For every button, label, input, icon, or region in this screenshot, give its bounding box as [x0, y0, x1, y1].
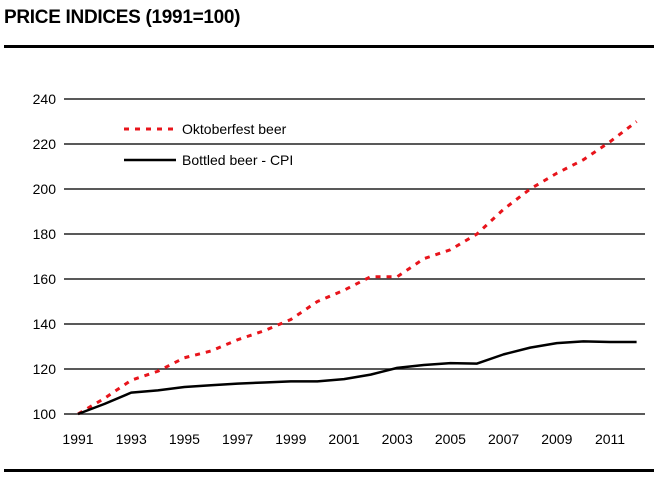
- x-tick-label: 1999: [275, 431, 306, 447]
- x-tick-label: 1993: [116, 431, 147, 447]
- x-tick-label: 2003: [382, 431, 413, 447]
- y-tick-label: 240: [33, 91, 57, 107]
- top-rule: [4, 45, 654, 48]
- x-tick-label: 2005: [435, 431, 466, 447]
- x-tick-label: 1997: [222, 431, 253, 447]
- legend-label-cpi: Bottled beer - CPI: [182, 152, 293, 168]
- chart-title: PRICE INDICES (1991=100): [4, 7, 241, 28]
- x-tick-label: 2001: [328, 431, 359, 447]
- y-tick-label: 120: [33, 361, 57, 377]
- x-tick-label: 1995: [169, 431, 200, 447]
- legend: Oktoberfest beer Bottled beer - CPI: [124, 121, 293, 168]
- legend-label-oktoberfest: Oktoberfest beer: [182, 121, 287, 137]
- y-tick-label: 160: [33, 271, 57, 287]
- x-tick-label: 2011: [595, 431, 625, 447]
- x-tick-label: 1991: [62, 431, 93, 447]
- x-tick-label: 2007: [488, 431, 519, 447]
- y-tick-label: 220: [33, 136, 57, 152]
- y-tick-label: 140: [33, 316, 57, 332]
- series-line-oktoberfest: [77, 120, 638, 416]
- bottom-rule: [4, 469, 654, 472]
- series-line-cpi: [77, 340, 637, 416]
- x-tick-label: 2009: [541, 431, 572, 447]
- y-tick-label: 180: [33, 226, 57, 242]
- y-tick-label: 100: [33, 406, 57, 422]
- y-tick-label: 200: [33, 181, 57, 197]
